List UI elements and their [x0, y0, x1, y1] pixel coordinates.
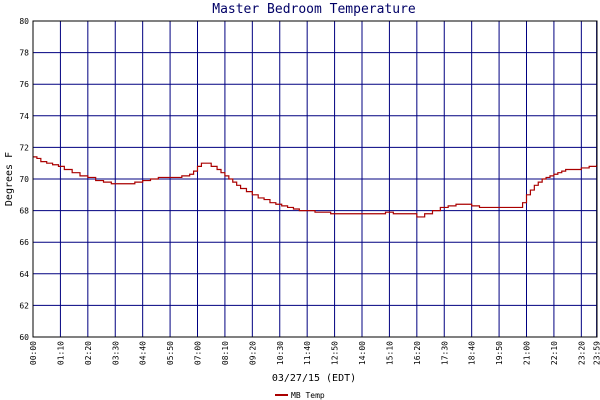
x-tick-label: 08:10	[221, 341, 230, 365]
y-tick-label: 72	[19, 143, 29, 152]
x-tick-label: 23:59	[593, 341, 600, 365]
y-tick-label: 80	[19, 17, 29, 26]
x-tick-label: 03:30	[111, 341, 120, 365]
y-tick-label: 78	[19, 49, 29, 58]
x-tick-label: 00:00	[29, 341, 38, 365]
y-tick-label: 74	[19, 112, 29, 121]
legend-label-mb-temp: MB Temp	[291, 391, 325, 400]
y-tick-label: 62	[19, 301, 29, 310]
plot-border	[32, 20, 598, 338]
x-tick-label: 17:30	[440, 341, 449, 365]
legend: MB Temp	[275, 391, 325, 400]
x-tick-label: 02:20	[84, 341, 93, 365]
x-tick-label: 10:30	[276, 341, 285, 365]
y-tick-label: 68	[19, 207, 29, 216]
x-tick-label: 15:10	[385, 341, 394, 365]
x-tick-label: 05:50	[166, 341, 175, 365]
x-tick-label: 01:10	[56, 341, 65, 365]
y-tick-labels: 60 62 64 66 68 70 72 74 76 78 80	[19, 17, 29, 342]
x-axis-label: 03/27/15 (EDT)	[272, 373, 356, 384]
y-tick-label: 66	[19, 238, 29, 247]
x-tick-label: 14:00	[358, 341, 367, 365]
x-tick-label: 07:00	[194, 341, 203, 365]
x-tick-label: 18:40	[468, 341, 477, 365]
y-tick-label: 70	[19, 175, 29, 184]
x-tick-label: 23:20	[577, 341, 586, 365]
y-tick-label: 60	[19, 333, 29, 342]
x-tick-label: 09:20	[248, 341, 257, 365]
x-tick-label: 19:50	[495, 341, 504, 365]
series-line-mb-temp	[33, 156, 598, 218]
y-tick-label: 76	[19, 80, 29, 89]
y-axis-label: Degrees F	[4, 152, 15, 206]
series-layer	[33, 156, 598, 218]
x-tick-labels: 00:00 01:10 02:20 03:30 04:40 05:50 07:00 08:10…	[29, 341, 600, 365]
chart-title: Master Bedroom Temperature	[212, 2, 416, 17]
x-tick-label: 12:50	[331, 341, 340, 365]
x-tick-label: 21:00	[523, 341, 532, 365]
x-tick-label: 22:10	[550, 341, 559, 365]
x-tick-label: 04:40	[139, 341, 148, 365]
y-tick-label: 64	[19, 270, 29, 279]
x-tick-label: 11:40	[303, 341, 312, 365]
x-tick-label: 16:20	[413, 341, 422, 365]
